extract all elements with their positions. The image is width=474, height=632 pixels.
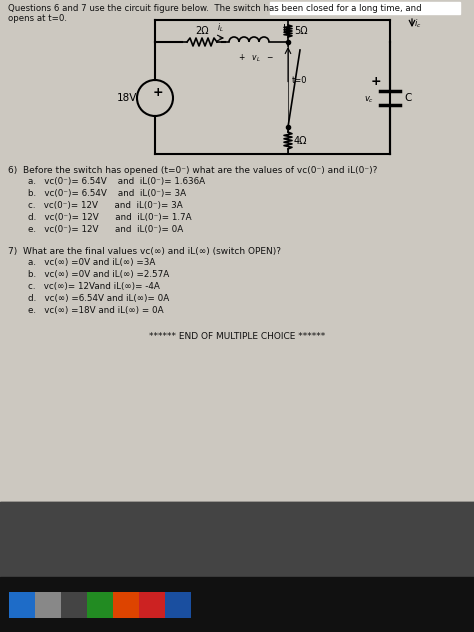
- Text: b.   vc(0⁻)= 6.54V    and  iL(0⁻)= 3A: b. vc(0⁻)= 6.54V and iL(0⁻)= 3A: [28, 189, 186, 198]
- Text: $v_c$: $v_c$: [364, 95, 374, 106]
- Text: 18V: 18V: [117, 93, 137, 103]
- Text: 5Ω: 5Ω: [294, 26, 308, 36]
- Text: 6)  Before the switch has opened (t=0⁻) what are the values of vc(0⁻) and iL(0⁻): 6) Before the switch has opened (t=0⁻) w…: [8, 166, 377, 175]
- Text: d.   vc(∞) =6.54V and iL(∞)= 0A: d. vc(∞) =6.54V and iL(∞)= 0A: [28, 294, 169, 303]
- Text: $i_c$: $i_c$: [414, 18, 421, 30]
- Text: t=0: t=0: [292, 76, 308, 85]
- Bar: [165, 592, 191, 617]
- Text: b.   vc(∞) =0V and iL(∞) =2.57A: b. vc(∞) =0V and iL(∞) =2.57A: [28, 270, 169, 279]
- Text: +   $v_L$   −: + $v_L$ −: [238, 52, 274, 63]
- Text: a.   vc(0⁻)= 6.54V    and  iL(0⁻)= 1.636A: a. vc(0⁻)= 6.54V and iL(0⁻)= 1.636A: [28, 177, 205, 186]
- Bar: [87, 592, 113, 617]
- Text: 7)  What are the final values vc(∞) and iL(∞) (switch OPEN)?: 7) What are the final values vc(∞) and i…: [8, 247, 281, 256]
- Text: L: L: [283, 24, 289, 34]
- Text: Questions 6 and 7 use the circuit figure below.  The switch has been closed for : Questions 6 and 7 use the circuit figure…: [8, 4, 422, 13]
- Text: d.   vc(0⁻)= 12V      and  iL(0⁻)= 1.7A: d. vc(0⁻)= 12V and iL(0⁻)= 1.7A: [28, 213, 191, 222]
- Text: opens at t=0.: opens at t=0.: [8, 14, 67, 23]
- Text: 4Ω: 4Ω: [294, 135, 308, 145]
- Text: ****** END OF MULTIPLE CHOICE ******: ****** END OF MULTIPLE CHOICE ******: [149, 332, 325, 341]
- Text: $i_L$: $i_L$: [217, 21, 224, 34]
- Bar: [0, 502, 474, 577]
- Bar: [9, 592, 35, 617]
- Bar: [35, 592, 61, 617]
- Bar: [139, 592, 165, 617]
- Text: a.   vc(∞) =0V and iL(∞) =3A: a. vc(∞) =0V and iL(∞) =3A: [28, 258, 155, 267]
- Text: c.   vc(0⁻)= 12V      and  iL(0⁻)= 3A: c. vc(0⁻)= 12V and iL(0⁻)= 3A: [28, 201, 183, 210]
- Text: e.   vc(0⁻)= 12V      and  iL(0⁻)= 0A: e. vc(0⁻)= 12V and iL(0⁻)= 0A: [28, 225, 183, 234]
- Text: e.   vc(∞) =18V and iL(∞) = 0A: e. vc(∞) =18V and iL(∞) = 0A: [28, 306, 164, 315]
- Text: +: +: [153, 85, 164, 99]
- Text: c.   vc(∞)= 12Vand iL(∞)= -4A: c. vc(∞)= 12Vand iL(∞)= -4A: [28, 282, 160, 291]
- Bar: [0, 577, 474, 632]
- Text: 2Ω: 2Ω: [195, 26, 209, 36]
- Bar: [0, 502, 474, 632]
- Bar: [113, 592, 139, 617]
- Bar: [61, 592, 87, 617]
- Text: +: +: [371, 75, 381, 88]
- Bar: [270, 2, 460, 14]
- Text: C: C: [404, 93, 411, 103]
